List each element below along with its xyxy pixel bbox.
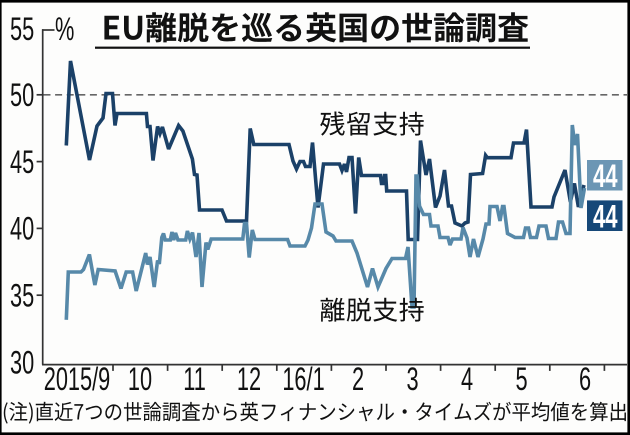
svg-text:5: 5 [515, 361, 527, 397]
svg-text:40: 40 [10, 210, 34, 246]
svg-text:2: 2 [352, 361, 364, 397]
svg-text:35: 35 [10, 277, 34, 313]
svg-text:2015/9: 2015/9 [44, 361, 111, 397]
svg-text:3: 3 [406, 361, 418, 397]
svg-text:16/1: 16/1 [282, 361, 324, 397]
svg-text:44: 44 [593, 198, 618, 234]
svg-text:30: 30 [10, 344, 34, 380]
svg-text:55: 55 [10, 11, 34, 47]
svg-text:10: 10 [128, 361, 152, 397]
svg-text:%: % [55, 11, 74, 47]
svg-text:12: 12 [237, 361, 261, 397]
svg-text:4: 4 [461, 361, 473, 397]
svg-text:44: 44 [593, 158, 618, 194]
svg-text:45: 45 [10, 144, 34, 180]
svg-text:50: 50 [10, 77, 34, 113]
svg-text:6: 6 [579, 361, 591, 397]
svg-text:11: 11 [183, 361, 206, 397]
